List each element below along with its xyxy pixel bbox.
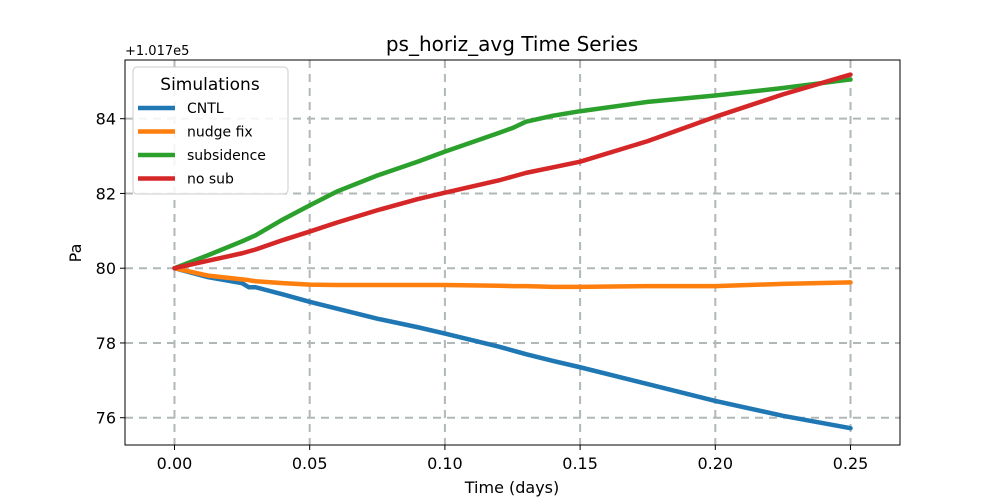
y-tick-label: 78 — [96, 334, 116, 353]
plot-frame — [124, 59, 901, 446]
x-tick-label: 0.10 — [427, 454, 463, 473]
x-axis-ticks: 0.00 0.05 0.10 0.15 0.20 0.25 — [157, 445, 869, 473]
y-tick-label: 84 — [96, 110, 116, 129]
series-line-subsidence — [172, 77, 853, 271]
x-tick-label: 0.00 — [157, 454, 193, 473]
y-tick-label: 80 — [96, 259, 116, 278]
y-offset-label: +1.017e5 — [125, 44, 189, 59]
legend-title: Simulations — [160, 75, 260, 95]
y-tick-label: 82 — [96, 184, 116, 203]
series-lines — [172, 72, 853, 431]
series-line-nudge-fix — [172, 265, 853, 290]
legend-label: no sub — [187, 172, 234, 188]
y-axis-ticks: 76 78 80 82 84 — [96, 110, 125, 428]
legend-label: CNTL — [187, 101, 224, 117]
legend-box — [132, 66, 289, 195]
y-tick-label: 76 — [96, 409, 116, 428]
x-tick-label: 0.15 — [562, 454, 598, 473]
x-tick-label: 0.20 — [697, 454, 733, 473]
legend: Simulations CNTL nudge fix subsidence no su… — [132, 66, 289, 195]
x-tick-label: 0.05 — [292, 454, 328, 473]
y-axis-label: Pa — [66, 244, 85, 263]
legend-label: subsidence — [187, 148, 266, 164]
x-tick-label: 0.25 — [833, 454, 869, 473]
chart-title: ps_horiz_avg Time Series — [386, 32, 638, 56]
series-line-no-sub — [172, 72, 853, 271]
x-axis-label: Time (days) — [464, 478, 560, 497]
legend-items: CNTL nudge fix subsidence no sub — [138, 101, 266, 188]
legend-label: nudge fix — [187, 125, 253, 141]
series-line-cntl — [172, 265, 853, 431]
